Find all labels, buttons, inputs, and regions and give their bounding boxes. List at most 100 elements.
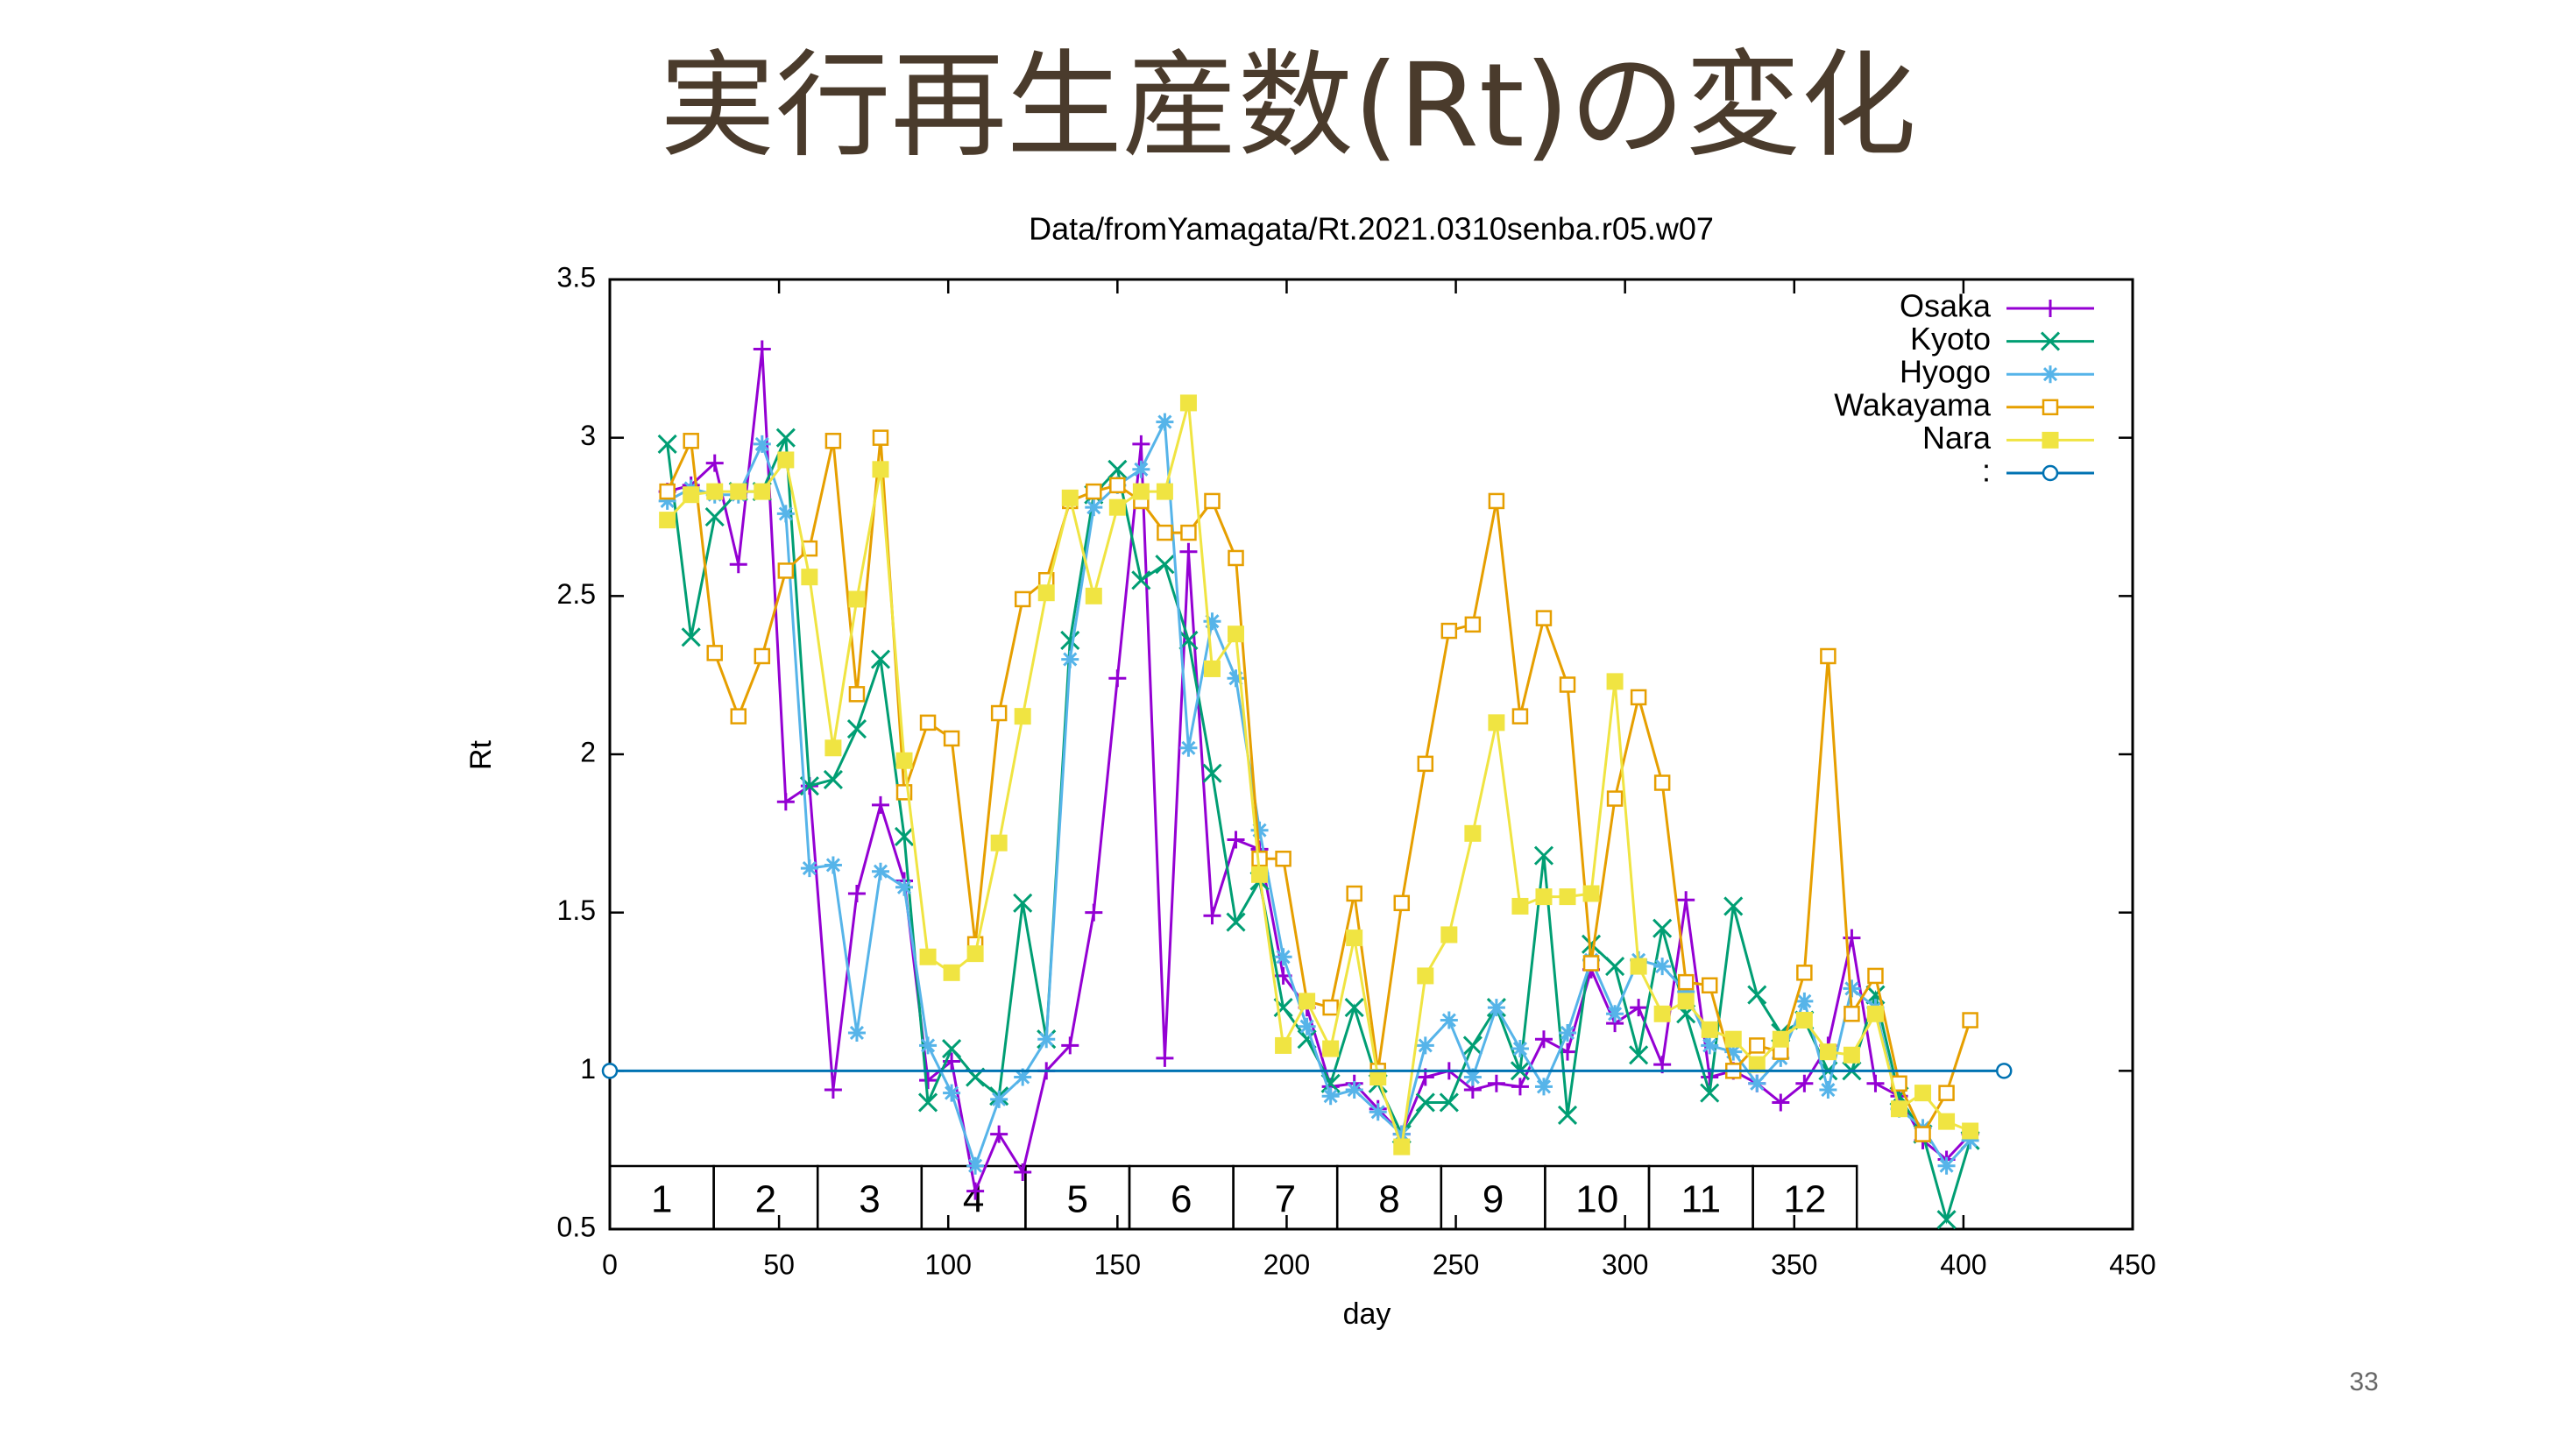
marker [1606,790,1624,807]
marker [1061,650,1079,668]
marker [1819,1043,1836,1061]
marker [872,461,889,478]
marker [871,862,889,880]
marker [754,647,771,665]
marker [1488,492,1505,510]
marker [1346,929,1363,947]
marker [846,719,867,739]
marker [753,340,771,358]
page-number: 33 [2349,1368,2378,1396]
marker [990,834,1008,852]
marker [1630,999,1648,1017]
marker [919,714,937,732]
x-tick-label: 300 [1602,1248,1648,1280]
marker [1843,1046,1860,1064]
marker [1748,1056,1766,1073]
marker [1131,570,1151,590]
legend-label: Hyogo [1900,354,1991,390]
marker [1178,630,1199,650]
marker [1653,774,1671,791]
period-label: 9 [1483,1178,1504,1221]
marker [1867,967,1884,985]
period-label: 5 [1066,1178,1087,1221]
marker [706,645,723,661]
marker [659,512,676,529]
marker [1061,1036,1079,1055]
marker [1557,1105,1578,1125]
marker [1014,590,1031,608]
marker [1606,673,1624,690]
marker [1820,647,1836,665]
marker [1251,866,1269,883]
marker [1086,483,1102,500]
marker [1701,1021,1718,1038]
marker [1345,1081,1363,1099]
marker [1108,669,1127,688]
marker [1156,413,1174,431]
marker [1962,1012,1978,1028]
marker [1700,1083,1720,1103]
marker [919,1071,938,1090]
marker [1748,1074,1766,1092]
marker [1488,714,1505,732]
marker [1132,435,1150,453]
marker [1463,1068,1482,1086]
marker [1155,555,1175,575]
chart-title: Data/fromYamagata/Rt.2021.0310senba.r05.… [1029,211,1714,247]
marker [1795,992,1814,1010]
marker [1701,977,1718,994]
legend-label: Osaka [1900,288,1992,324]
marker [1156,1049,1174,1067]
period-label: 6 [1171,1178,1192,1221]
marker [919,1036,938,1055]
marker [1037,584,1055,602]
marker [1440,1011,1458,1029]
marker [1677,983,1695,1000]
x-tick-label: 250 [1433,1248,1479,1280]
marker [1132,460,1150,478]
marker [1275,1036,1292,1054]
marker [966,945,984,963]
marker [1630,958,1647,975]
marker [1322,1040,1340,1057]
marker [1677,973,1695,991]
marker [2042,399,2059,416]
marker [1085,498,1103,517]
marker [1938,1113,1956,1130]
marker [1961,1131,1979,1149]
x-tick-label: 150 [1094,1248,1141,1280]
marker [1914,1126,1931,1142]
marker [1582,885,1600,902]
marker [1937,1156,1956,1175]
marker [1228,549,1244,567]
period-label: 3 [859,1178,880,1221]
marker [919,948,937,965]
marker [848,686,866,703]
marker [706,483,724,500]
plot: 1 2 3 4 5 6 7 8 9 10 11 120 50 100 150 200 250 300 350 400 4… [557,261,2156,1280]
marker [1511,897,1529,915]
marker [1891,1100,1908,1118]
marker [1179,394,1197,412]
marker [1630,689,1647,706]
x-tick-label: 450 [2109,1248,2155,1280]
marker [1938,1085,1955,1101]
marker [1653,1005,1671,1022]
marker [681,627,701,647]
marker [1772,1093,1790,1112]
marker [990,1125,1008,1143]
marker [847,1023,866,1042]
marker [1393,1138,1411,1156]
marker [1440,926,1458,944]
period-label: 10 [1575,1178,1618,1221]
marker [917,1092,938,1113]
marker [1227,831,1245,849]
marker [1180,524,1197,541]
marker [2042,365,2059,384]
marker [1866,1074,1885,1092]
marker [1724,1030,1742,1048]
series [659,394,1979,1156]
marker [1369,1103,1387,1121]
